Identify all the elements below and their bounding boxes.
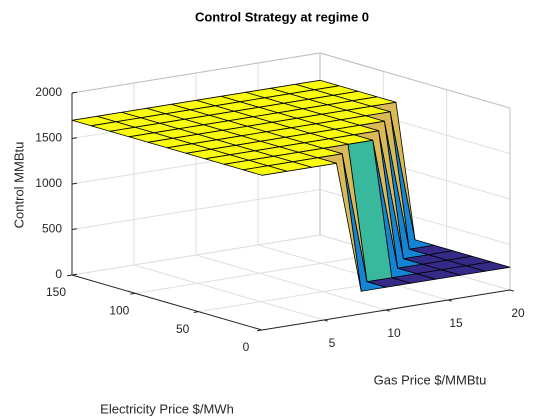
z-tick (71, 91, 78, 94)
grid-line (133, 264, 325, 321)
y-axis (71, 274, 263, 331)
x-tick (385, 309, 390, 312)
box-edge (71, 52, 321, 94)
y-tick (256, 329, 263, 332)
x-tick-label: 5 (329, 336, 336, 350)
x-tick-label: 10 (387, 326, 401, 340)
z-tick-label: 0 (55, 267, 62, 281)
grid-line (257, 244, 449, 301)
grid-line (71, 234, 321, 276)
surface (71, 79, 511, 292)
grid-line (71, 189, 321, 230)
z-tick-label: 1500 (35, 131, 62, 145)
grid-line (135, 252, 384, 294)
z-tick-label: 1000 (35, 176, 62, 190)
z-tick-label: 500 (42, 222, 62, 236)
x-tick (509, 289, 514, 292)
z-tick (71, 228, 78, 230)
x-tick-label: 15 (449, 316, 463, 330)
surface-face (242, 165, 288, 176)
x-axis-label: Gas Price $/MMBtu (374, 372, 487, 387)
z-axis-label: Control MMBtu (11, 142, 26, 229)
box-edge (319, 52, 511, 109)
z-tick (71, 137, 78, 139)
grid-line (195, 254, 387, 311)
y-tick-label: 100 (109, 304, 129, 318)
y-tick (66, 274, 73, 277)
y-tick (193, 311, 199, 313)
z-tick (71, 273, 78, 276)
y-tick (130, 292, 136, 295)
x-tick (323, 319, 328, 322)
z-tick (71, 182, 78, 185)
chart-title: Control Strategy at regime 0 (195, 9, 369, 24)
x-tick-label: 20 (511, 306, 525, 320)
y-tick-label: 150 (46, 285, 66, 299)
y-axis-label: Electricity Price $/MWh (100, 401, 234, 416)
y-tick-label: 0 (243, 340, 250, 354)
x-tick (447, 299, 452, 302)
z-tick-label: 2000 (35, 85, 62, 99)
y-tick-label: 50 (176, 322, 190, 336)
